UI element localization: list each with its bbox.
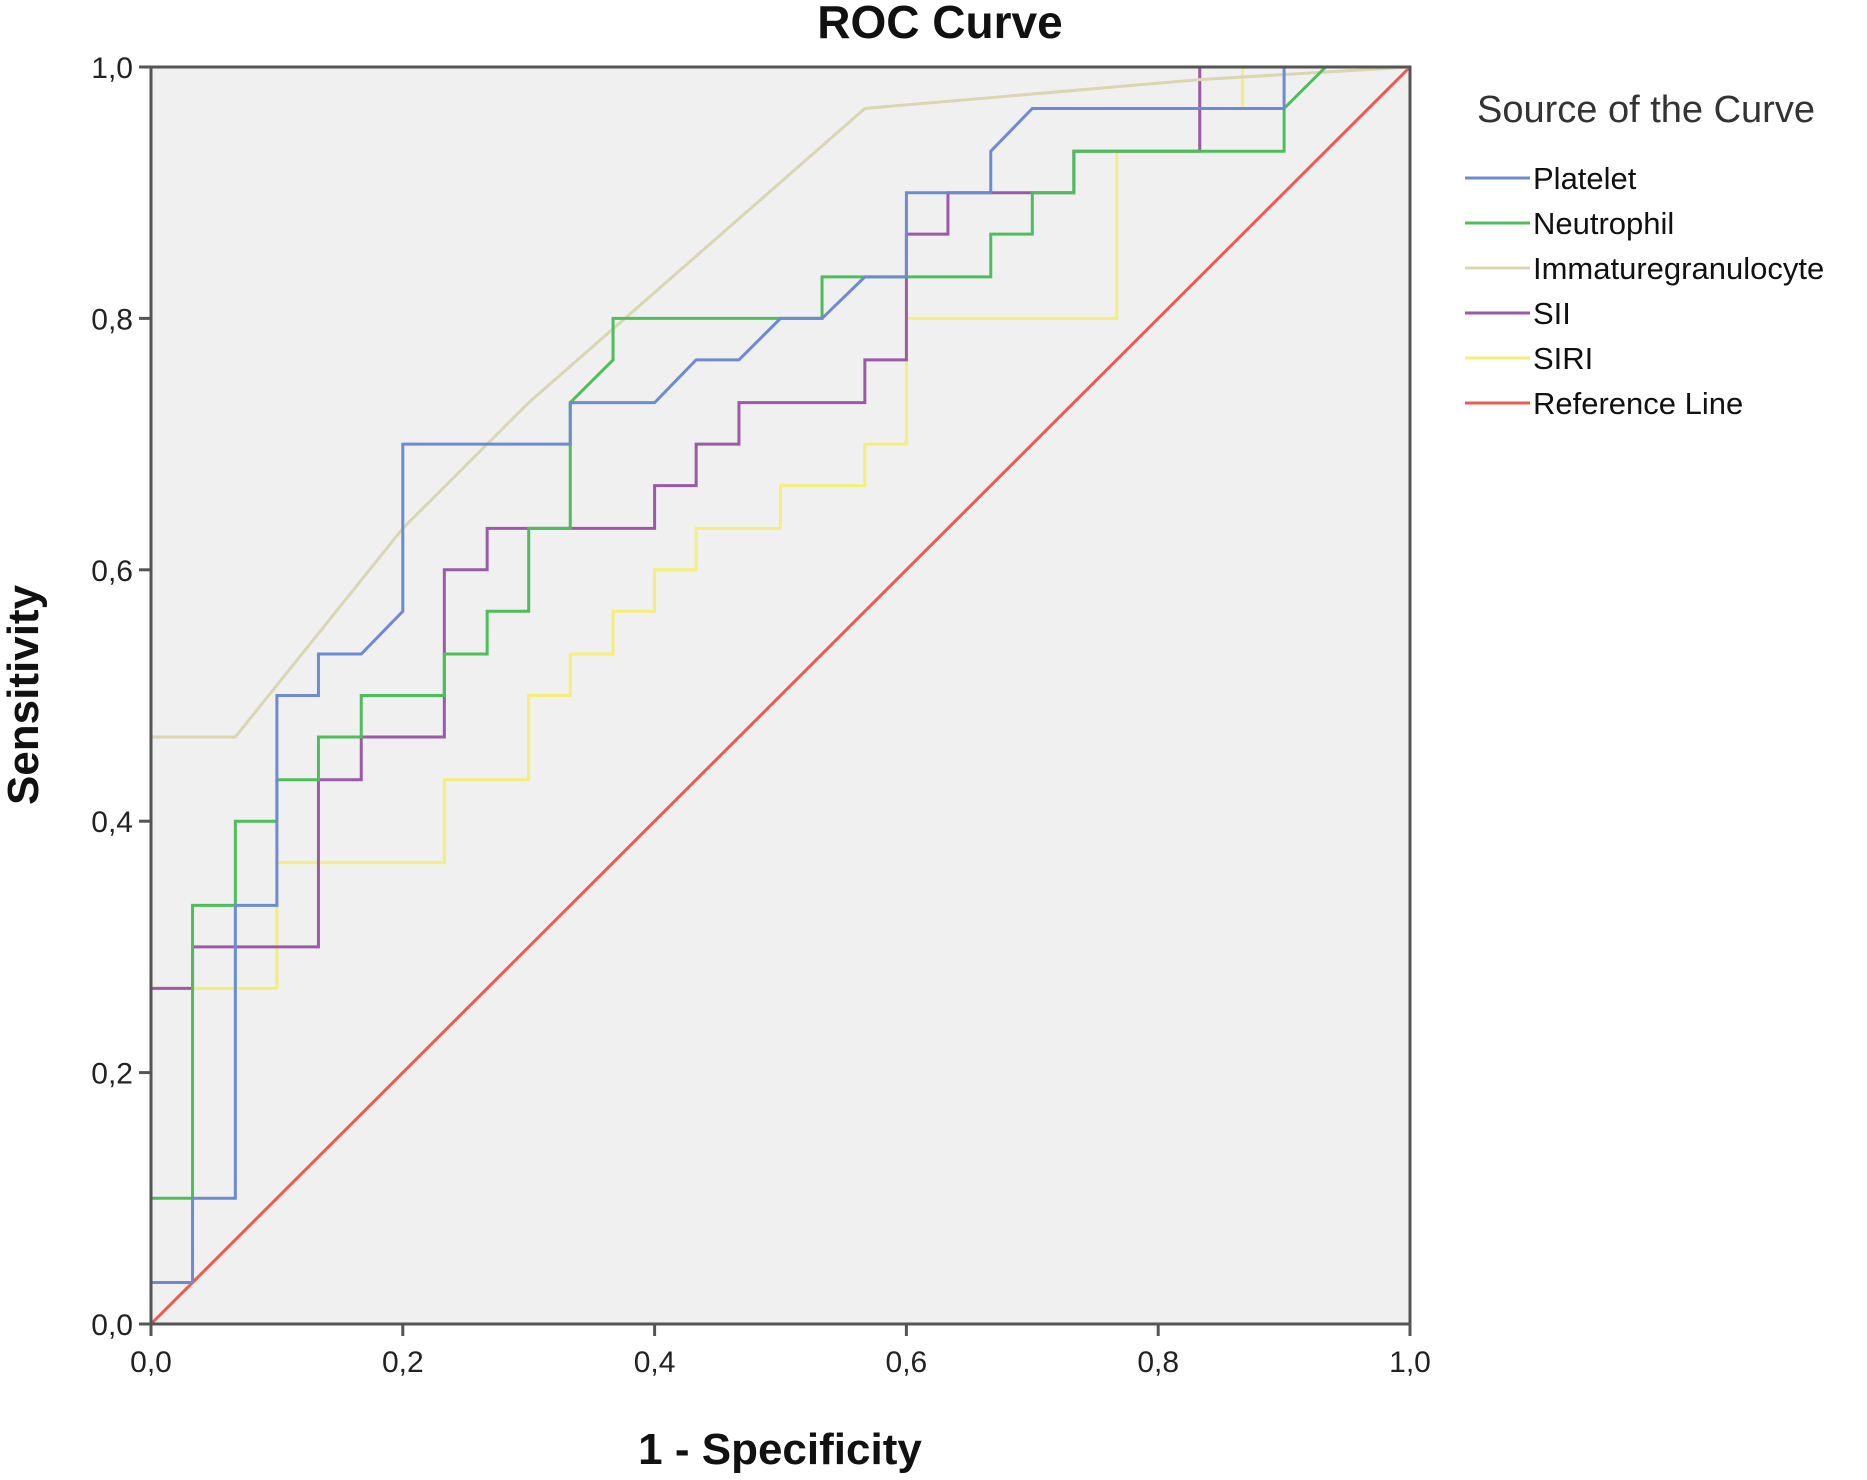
x-tick-label: 1,0 bbox=[1389, 1346, 1431, 1379]
y-tick-label: 0,8 bbox=[91, 303, 133, 336]
y-tick-label: 0,2 bbox=[91, 1058, 133, 1091]
legend-label: Immaturegranulocyte bbox=[1533, 251, 1824, 286]
legend: Platelet Neutrophil Immaturegranulocyte SII… bbox=[1465, 161, 1824, 421]
y-tick-label: 0,4 bbox=[91, 806, 133, 839]
x-axis-label: 1 - Specificity bbox=[638, 1425, 922, 1474]
legend-label: SIRI bbox=[1533, 341, 1593, 376]
legend-label: SII bbox=[1533, 296, 1571, 331]
y-tick-label: 0,0 bbox=[91, 1309, 133, 1342]
roc-curve-platelet bbox=[149, 65, 1410, 1324]
roc-curve-immaturegranulocyte bbox=[149, 65, 1411, 1324]
x-tick-label: 0,6 bbox=[886, 1346, 928, 1379]
legend-label: Reference Line bbox=[1533, 386, 1743, 421]
y-tick-label: 1,0 bbox=[91, 52, 133, 85]
chart-title: ROC Curve bbox=[817, 0, 1062, 48]
legend-label: Neutrophil bbox=[1533, 206, 1674, 241]
legend-label: Platelet bbox=[1533, 161, 1637, 196]
roc-curve-neutrophil bbox=[149, 65, 1410, 1324]
roc-curve-reference-line bbox=[149, 65, 1412, 1326]
x-tick-label: 0,0 bbox=[130, 1346, 172, 1379]
x-tick-label: 0,8 bbox=[1137, 1346, 1179, 1379]
plot-frame bbox=[149, 65, 1412, 1326]
x-tick-label: 0,2 bbox=[382, 1346, 424, 1379]
legend-title: Source of the Curve bbox=[1477, 89, 1815, 131]
x-tick-label: 0,4 bbox=[634, 1346, 676, 1379]
y-axis-label: Sensitivity bbox=[0, 584, 48, 805]
y-tick-label: 0,6 bbox=[91, 555, 133, 588]
